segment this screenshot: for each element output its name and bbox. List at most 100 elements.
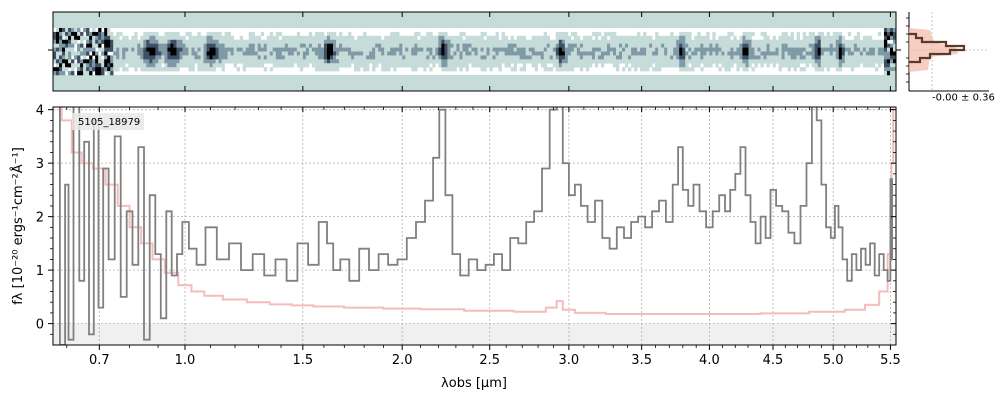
heatmap-cell xyxy=(703,35,707,41)
heatmap-cell xyxy=(296,47,301,52)
object-id-label: 5105_18979 xyxy=(78,117,140,128)
heatmap-cell xyxy=(188,43,192,48)
heatmap-cell xyxy=(290,39,295,44)
heatmap-cell xyxy=(862,63,867,68)
heatmap-cell xyxy=(817,63,822,68)
heatmap-cell xyxy=(763,35,767,41)
heatmap-cell xyxy=(248,55,253,60)
heatmap-cell xyxy=(495,51,499,56)
heatmap-cell xyxy=(643,39,647,44)
heatmap-cell xyxy=(573,63,578,68)
heatmap-cell xyxy=(281,43,286,48)
heatmap-cell xyxy=(588,51,593,56)
heatmap-cell xyxy=(62,28,66,33)
heatmap-cell xyxy=(107,28,111,33)
heatmap-cell xyxy=(74,31,78,37)
heatmap-cell xyxy=(170,67,174,72)
x-tick-label: 2.5 xyxy=(479,353,500,368)
heatmap-cell xyxy=(426,63,430,68)
heatmap-cell xyxy=(191,67,195,72)
heatmap-cell xyxy=(730,63,734,68)
heatmap-cell xyxy=(600,35,605,41)
heatmap-cell xyxy=(305,59,310,64)
heatmap-cell xyxy=(248,47,253,52)
heatmap-cell xyxy=(763,51,767,56)
heatmap-cell xyxy=(71,35,75,41)
heatmap-cell xyxy=(802,55,806,60)
heatmap-cell xyxy=(320,51,325,56)
heatmap-cell xyxy=(555,43,560,48)
heatmap-cell xyxy=(296,43,301,48)
heatmap-cell xyxy=(453,35,457,41)
heatmap-cell xyxy=(95,43,99,48)
heatmap-cell xyxy=(880,55,885,60)
heatmap-cell xyxy=(486,59,490,64)
heatmap-cell xyxy=(107,59,111,64)
heatmap-cell xyxy=(269,59,274,64)
heatmap-cell xyxy=(522,67,526,72)
heatmap-cell xyxy=(766,47,770,52)
heatmap-cell xyxy=(345,59,349,64)
heatmap-cell xyxy=(649,43,653,48)
heatmap-cell xyxy=(664,35,668,41)
heatmap-cell xyxy=(685,35,689,41)
heatmap-cell xyxy=(245,51,249,56)
heatmap-cell xyxy=(847,55,852,60)
heatmap-cell xyxy=(603,43,608,48)
heatmap-cell xyxy=(889,51,894,56)
heatmap-cell xyxy=(363,59,367,64)
heatmap-cell xyxy=(643,35,647,41)
heatmap-cell xyxy=(456,55,460,60)
heatmap-cell xyxy=(143,55,147,60)
heatmap-cell xyxy=(239,43,243,48)
heatmap-cell xyxy=(257,55,262,60)
heatmap-cell xyxy=(655,63,659,68)
heatmap-cell xyxy=(712,31,716,37)
heatmap-cell xyxy=(302,59,307,64)
heatmap-cell xyxy=(594,31,599,37)
heatmap-cell xyxy=(745,35,749,41)
heatmap-cell xyxy=(176,67,180,72)
heatmap-cell xyxy=(314,43,319,48)
heatmap-cell xyxy=(730,47,734,52)
heatmap-cell xyxy=(871,51,876,56)
heatmap-cell xyxy=(892,63,896,68)
heatmap-cell xyxy=(146,59,150,64)
heatmap-cell xyxy=(116,39,120,44)
heatmap-cell xyxy=(883,63,888,68)
heatmap-cell xyxy=(299,51,304,56)
heatmap-cell xyxy=(754,63,758,68)
heatmap-cell xyxy=(628,47,632,52)
heatmap-cell xyxy=(820,39,825,44)
heatmap-cell xyxy=(402,47,406,52)
heatmap-cell xyxy=(182,63,186,68)
heatmap-cell xyxy=(561,63,566,68)
heatmap-cell xyxy=(149,43,153,48)
heatmap-cell xyxy=(242,47,246,52)
heatmap-cell xyxy=(616,39,620,44)
heatmap-cell xyxy=(730,31,734,37)
heatmap-cell xyxy=(113,47,117,52)
heatmap-cell xyxy=(805,63,809,68)
heatmap-cell xyxy=(378,55,382,60)
heatmap-cell xyxy=(652,43,656,48)
y-tick-label: 3 xyxy=(36,157,44,172)
heatmap-cell xyxy=(390,43,394,48)
heatmap-cell xyxy=(89,31,93,37)
heatmap-cell xyxy=(146,63,150,68)
heatmap-cell xyxy=(293,51,298,56)
heatmap-cell xyxy=(585,67,590,72)
heatmap-cell xyxy=(308,51,313,56)
heatmap-cell xyxy=(134,63,138,68)
heatmap-cell xyxy=(625,47,629,52)
heatmap-cell xyxy=(251,35,256,41)
heatmap-cell xyxy=(251,51,256,56)
heatmap-cell xyxy=(576,51,581,56)
heatmap-cell xyxy=(441,67,445,72)
heatmap-cell xyxy=(414,35,418,41)
heatmap-cell xyxy=(531,35,536,41)
heatmap-cell xyxy=(588,39,593,44)
heatmap-cell xyxy=(868,39,873,44)
heatmap-cell xyxy=(850,55,855,60)
heatmap-cell xyxy=(856,47,861,52)
